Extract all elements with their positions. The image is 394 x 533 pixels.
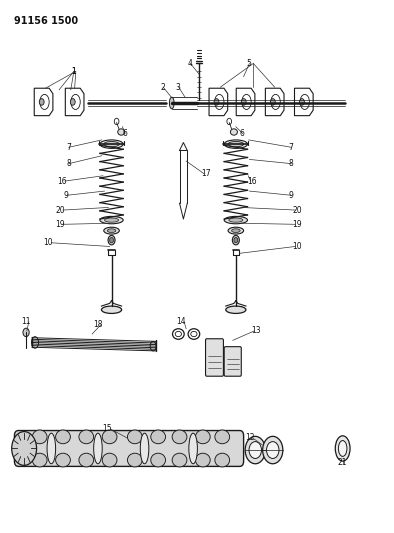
Ellipse shape xyxy=(102,453,117,467)
Ellipse shape xyxy=(151,430,165,443)
Text: 1: 1 xyxy=(71,67,76,76)
Text: 6: 6 xyxy=(240,129,245,138)
Ellipse shape xyxy=(195,430,210,443)
FancyBboxPatch shape xyxy=(224,346,241,376)
Ellipse shape xyxy=(228,227,243,234)
Text: 10: 10 xyxy=(292,242,302,251)
Text: 8: 8 xyxy=(66,159,71,168)
Ellipse shape xyxy=(79,430,94,443)
Circle shape xyxy=(263,437,283,464)
Text: 16: 16 xyxy=(57,176,67,185)
Text: 7: 7 xyxy=(288,143,293,152)
Ellipse shape xyxy=(338,441,347,456)
Ellipse shape xyxy=(104,218,119,222)
Text: 91156 1500: 91156 1500 xyxy=(15,16,78,26)
Circle shape xyxy=(214,99,219,105)
Ellipse shape xyxy=(224,140,247,148)
Text: 20: 20 xyxy=(55,206,65,215)
Ellipse shape xyxy=(110,238,113,243)
Circle shape xyxy=(12,432,37,465)
Circle shape xyxy=(71,99,75,105)
Text: 9: 9 xyxy=(288,191,293,200)
Ellipse shape xyxy=(128,430,142,443)
Circle shape xyxy=(299,99,305,105)
Text: 10: 10 xyxy=(44,238,53,247)
Ellipse shape xyxy=(56,453,71,467)
Ellipse shape xyxy=(56,430,71,443)
Ellipse shape xyxy=(229,218,243,222)
Ellipse shape xyxy=(32,453,47,467)
Ellipse shape xyxy=(128,453,142,467)
Ellipse shape xyxy=(169,97,174,109)
Text: 6: 6 xyxy=(122,129,127,138)
Text: 19: 19 xyxy=(55,220,65,229)
Circle shape xyxy=(241,99,246,105)
Ellipse shape xyxy=(32,430,47,443)
Circle shape xyxy=(270,99,275,105)
Ellipse shape xyxy=(104,141,119,147)
Text: 3: 3 xyxy=(176,83,180,92)
Ellipse shape xyxy=(232,229,240,232)
Ellipse shape xyxy=(228,141,243,147)
Ellipse shape xyxy=(195,453,210,467)
Ellipse shape xyxy=(107,229,116,232)
Ellipse shape xyxy=(234,238,238,243)
Ellipse shape xyxy=(335,436,350,461)
Text: 1: 1 xyxy=(71,67,76,76)
Text: 11: 11 xyxy=(21,317,31,326)
Ellipse shape xyxy=(100,140,123,148)
Ellipse shape xyxy=(224,216,247,224)
Ellipse shape xyxy=(101,306,122,313)
Circle shape xyxy=(245,437,266,464)
Ellipse shape xyxy=(189,433,197,464)
Ellipse shape xyxy=(172,430,187,443)
Ellipse shape xyxy=(94,433,102,464)
Text: 17: 17 xyxy=(201,169,210,178)
FancyBboxPatch shape xyxy=(15,431,243,466)
Ellipse shape xyxy=(151,453,165,467)
Ellipse shape xyxy=(140,433,149,464)
Ellipse shape xyxy=(230,129,238,135)
Text: 4: 4 xyxy=(188,59,192,68)
Text: 14: 14 xyxy=(177,317,186,326)
Text: 12: 12 xyxy=(245,433,255,442)
Text: 16: 16 xyxy=(247,176,257,185)
Text: 2: 2 xyxy=(160,83,165,92)
Ellipse shape xyxy=(104,227,119,234)
Circle shape xyxy=(39,99,44,105)
Text: 15: 15 xyxy=(103,424,112,433)
Circle shape xyxy=(23,328,29,337)
Circle shape xyxy=(249,442,262,458)
Text: 19: 19 xyxy=(292,220,302,229)
Ellipse shape xyxy=(215,453,230,467)
Text: 8: 8 xyxy=(288,159,293,168)
Ellipse shape xyxy=(47,433,56,464)
Circle shape xyxy=(266,442,279,458)
FancyBboxPatch shape xyxy=(206,339,223,376)
Ellipse shape xyxy=(215,430,230,443)
Ellipse shape xyxy=(118,129,125,135)
Text: 5: 5 xyxy=(247,59,251,68)
Text: 21: 21 xyxy=(338,458,348,467)
Text: 9: 9 xyxy=(64,191,69,200)
Ellipse shape xyxy=(79,453,94,467)
Text: 18: 18 xyxy=(93,320,103,329)
Text: 20: 20 xyxy=(292,206,302,215)
Ellipse shape xyxy=(108,236,115,245)
Text: 13: 13 xyxy=(251,326,261,335)
Ellipse shape xyxy=(172,453,187,467)
Ellipse shape xyxy=(232,236,239,245)
Text: 7: 7 xyxy=(66,143,71,152)
Ellipse shape xyxy=(226,306,246,313)
Ellipse shape xyxy=(102,430,117,443)
Ellipse shape xyxy=(100,216,123,224)
